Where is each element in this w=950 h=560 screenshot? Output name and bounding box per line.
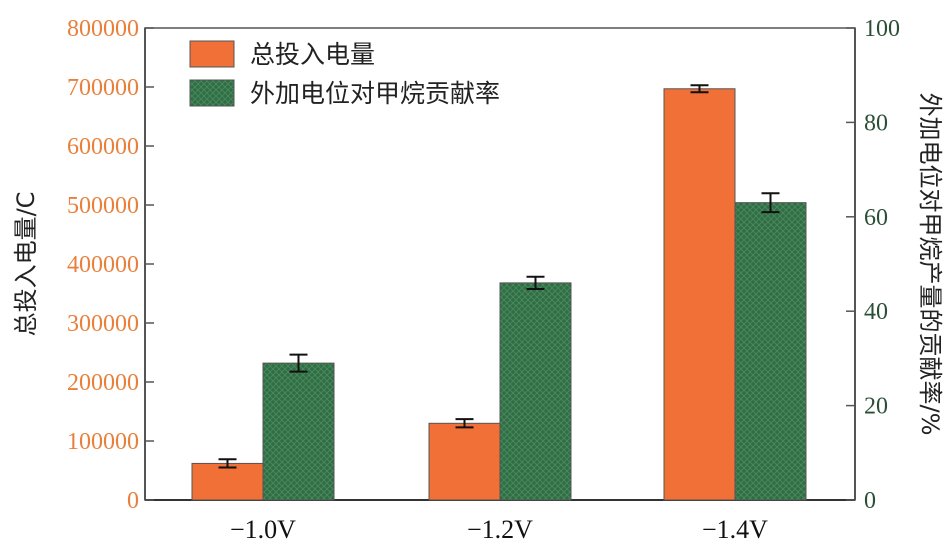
bar-potential-contribution [499,282,572,501]
x-tick-label: −1.4V [702,515,768,544]
left-tick-label: 400000 [67,252,139,278]
error-bar [218,458,237,469]
right-y-axis-ticks: 0 20 40 60 80 100 [846,16,900,514]
legend-swatch-potential-contribution [189,79,235,107]
left-tick-label: 300000 [67,311,139,337]
error-bar [289,353,308,373]
error-bar [526,275,545,291]
error-bar [690,84,709,94]
bar-total-charge [428,422,501,501]
left-y-axis-title: 总投入电量/C [12,192,40,337]
right-tick-label: 80 [864,110,888,136]
x-tick-label: −1.0V [230,515,296,544]
right-y-axis-title: 外加电位对甲烷产量的贡献率/% [916,93,944,436]
error-bar [455,418,474,429]
bar-group [191,88,807,501]
left-tick-label: 800000 [67,16,139,42]
left-y-axis-ticks: 0 100000 200000 300000 400000 500000 600000 700… [67,16,154,514]
left-tick-label: 100000 [67,429,139,455]
right-tick-label: 0 [864,488,876,514]
bar-potential-contribution [262,362,335,501]
error-bar [761,192,780,214]
left-tick-label: 0 [127,488,139,514]
legend: 总投入电量 外加电位对甲烷贡献率 [189,40,500,108]
right-tick-label: 100 [864,16,900,42]
x-tick-label: −1.2V [467,515,533,544]
x-axis-ticks: −1.0V −1.2V −1.4V [230,491,768,544]
left-tick-label: 700000 [67,75,139,101]
right-tick-label: 20 [864,394,888,420]
legend-label-potential-contribution: 外加电位对甲烷贡献率 [250,79,500,108]
bar-total-charge [663,88,736,501]
bar-total-charge [191,462,264,501]
left-tick-label: 500000 [67,193,139,219]
error-bar-group [218,84,780,469]
left-tick-label: 600000 [67,134,139,160]
bar-potential-contribution [734,202,807,501]
left-tick-label: 200000 [67,370,139,396]
legend-swatch-total-charge [189,40,235,68]
legend-label-total-charge: 总投入电量 [250,40,375,69]
right-tick-label: 60 [864,205,888,231]
right-tick-label: 40 [864,299,888,325]
